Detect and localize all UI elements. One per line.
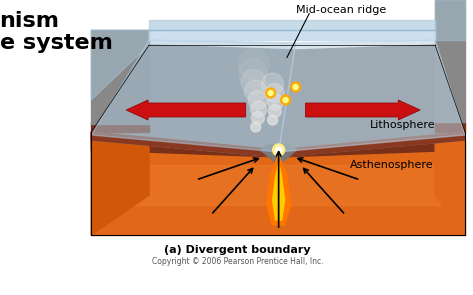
Polygon shape [435,122,465,132]
Circle shape [239,59,267,87]
Circle shape [265,83,284,102]
Polygon shape [435,0,465,40]
Polygon shape [261,145,297,165]
Polygon shape [149,20,435,30]
Circle shape [276,147,281,153]
Circle shape [290,82,300,92]
Polygon shape [279,45,465,157]
Text: Copyright © 2006 Pearson Prentice Hall, Inc.: Copyright © 2006 Pearson Prentice Hall, … [152,257,324,266]
Text: (a) Divergent boundary: (a) Divergent boundary [165,245,311,255]
Text: Asthenosphere: Asthenosphere [350,160,434,170]
Polygon shape [279,40,465,152]
Circle shape [283,98,288,102]
Circle shape [268,94,284,110]
Text: nism: nism [0,11,60,31]
FancyArrow shape [126,100,246,120]
Polygon shape [149,30,435,40]
Circle shape [251,122,261,132]
Polygon shape [272,163,285,220]
Circle shape [293,84,298,89]
Circle shape [268,104,281,117]
Polygon shape [91,45,296,157]
Text: Lithosphere: Lithosphere [370,120,436,130]
Polygon shape [279,133,465,157]
Circle shape [268,91,273,96]
Text: e system: e system [0,33,113,53]
FancyArrow shape [306,100,420,120]
Polygon shape [91,132,149,235]
Text: Mid-ocean ridge: Mid-ocean ridge [296,5,386,15]
Polygon shape [435,0,465,122]
Polygon shape [91,30,149,124]
Polygon shape [91,165,465,205]
Polygon shape [91,40,296,152]
Polygon shape [279,132,465,157]
Circle shape [266,88,276,98]
Circle shape [272,144,285,156]
Polygon shape [91,122,149,132]
Circle shape [251,101,267,117]
Circle shape [241,70,266,94]
Polygon shape [435,132,465,235]
Polygon shape [91,30,149,100]
Circle shape [251,112,264,124]
Circle shape [238,48,269,79]
Polygon shape [91,133,279,157]
Circle shape [245,80,266,102]
Polygon shape [91,132,279,157]
Circle shape [248,91,267,109]
Circle shape [262,73,283,95]
Polygon shape [267,155,290,225]
Circle shape [268,115,278,125]
Circle shape [280,95,290,105]
Polygon shape [91,140,465,235]
